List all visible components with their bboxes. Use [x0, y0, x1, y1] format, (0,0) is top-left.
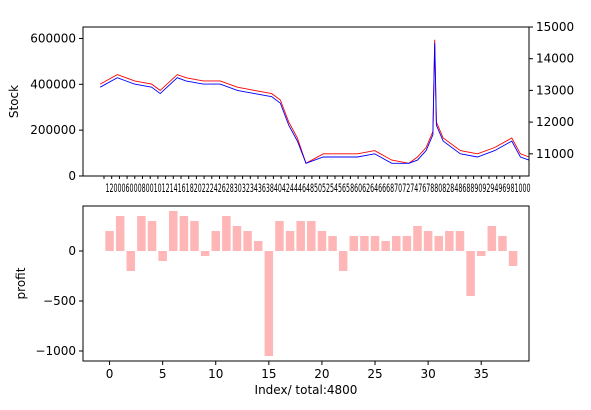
- profit-x-tick-label: 35: [474, 367, 489, 381]
- profit-bar: [264, 251, 274, 356]
- profit-y-tick-label: −500: [43, 294, 76, 308]
- profit-x-tick-label: 15: [261, 367, 276, 381]
- profit-bar: [222, 216, 231, 251]
- stock-x-tick-labels: 1200060008001012141618202224262830323436…: [106, 181, 531, 195]
- profit-bar: [381, 241, 390, 251]
- profit-bar: [328, 236, 337, 251]
- profit-bar: [307, 221, 316, 251]
- profit-x-tick-label: 10: [208, 367, 223, 381]
- profit-panel: −1000 −500 0 0 5 10 15 20 25 30 35 profit Index/ tot…: [14, 205, 530, 397]
- profit-bar: [275, 221, 284, 251]
- profit-bar: [296, 221, 305, 251]
- stock-plot-frame: [82, 26, 530, 177]
- left-y-tick-label: 400000: [30, 77, 76, 91]
- profit-bar: [243, 231, 252, 251]
- right-y-tick-label: 15000: [536, 20, 574, 34]
- profit-bar: [317, 231, 327, 251]
- profit-plot-frame: [82, 205, 530, 362]
- left-y-tick-label: 200000: [30, 123, 76, 137]
- profit-bar: [211, 231, 220, 251]
- profit-bar: [413, 226, 422, 251]
- stock-series-line-0: [99, 39, 530, 164]
- profit-bar: [115, 216, 125, 251]
- profit-y-tick-label: 0: [68, 244, 76, 258]
- profit-bar: [200, 251, 210, 256]
- profit-bar: [338, 251, 348, 271]
- profit-bar: [285, 231, 295, 251]
- profit-bar: [158, 251, 167, 261]
- profit-bar: [476, 251, 486, 256]
- profit-y-tick-label: −1000: [35, 344, 76, 358]
- profit-bar: [253, 241, 263, 251]
- right-y-tick-label: 13000: [536, 83, 574, 97]
- profit-bar: [445, 231, 454, 251]
- profit-bar: [147, 221, 157, 251]
- profit-bar: [466, 251, 475, 296]
- profit-bar: [392, 236, 401, 251]
- profit-bar: [169, 211, 178, 251]
- profit-x-tick-label: 20: [314, 367, 329, 381]
- profit-x-tick-label: 0: [106, 367, 114, 381]
- profit-bar: [487, 226, 497, 251]
- stock-y-axis-label: Stock: [7, 85, 21, 118]
- left-y-tick-label: 0: [68, 169, 76, 183]
- profit-bar: [434, 236, 443, 251]
- profit-bar: [423, 231, 433, 251]
- right-y-tick-label: 14000: [536, 52, 574, 66]
- profit-bar: [232, 226, 242, 251]
- profit-bar: [402, 236, 412, 251]
- profit-bar: [360, 236, 369, 251]
- right-y-tick-label: 12000: [536, 115, 574, 129]
- profit-x-tick-label: 25: [367, 367, 382, 381]
- profit-bar: [105, 231, 114, 251]
- profit-x-axis-label: Index/ total:4800: [255, 383, 358, 397]
- profit-bar: [126, 251, 136, 271]
- profit-x-tick-label: 5: [159, 367, 167, 381]
- profit-bar: [179, 216, 189, 251]
- profit-y-axis-label: profit: [14, 267, 28, 299]
- profit-x-tick-label: 30: [420, 367, 435, 381]
- right-y-tick-label: 11000: [536, 147, 574, 161]
- profit-bar: [508, 251, 518, 266]
- profit-bar: [137, 216, 146, 251]
- profit-bar: [370, 236, 380, 251]
- profit-bar: [455, 231, 465, 251]
- left-y-tick-label: 600000: [30, 31, 76, 45]
- stock-series-line-1: [99, 42, 530, 164]
- profit-bar: [190, 221, 199, 251]
- profit-bar: [349, 236, 359, 251]
- stock-panel: 0 200000 400000 600000 11000 12000 13000 14000 1…: [7, 20, 574, 195]
- profit-bar: [498, 236, 507, 251]
